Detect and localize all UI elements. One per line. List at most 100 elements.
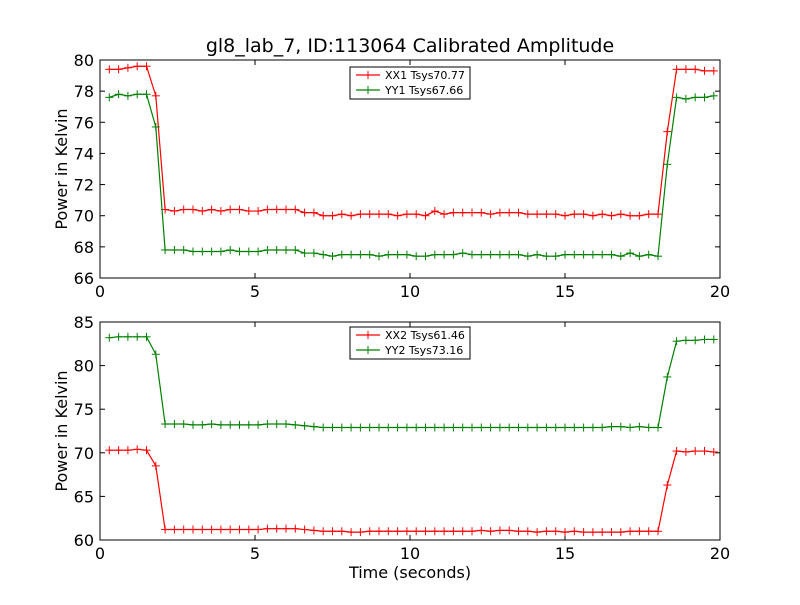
data-point [458,208,467,217]
legend-label: XX1 Tsys70.77 [385,69,465,82]
data-point [226,245,235,254]
data-point [151,461,160,470]
series-1 [105,62,718,220]
data-point [440,250,449,259]
data-point [114,65,123,74]
data-point [272,420,281,429]
legend-item-1: XX2 Tsys61.46 [356,329,465,342]
data-point [272,245,281,254]
y-tick-label: 70 [74,444,94,463]
data-point [375,210,383,219]
data-point [319,423,328,432]
data-point [244,207,253,216]
data-point [105,446,114,455]
data-point [254,207,263,216]
data-point [486,210,495,219]
data-point [709,91,718,100]
data-point [430,207,439,216]
data-point [235,247,244,256]
y-tick-label: 72 [74,176,94,195]
data-point [133,62,142,71]
data-point [216,420,225,429]
data-point [412,252,421,261]
data-point [700,66,709,75]
x-tick-label: 5 [250,544,260,563]
data-point [263,205,272,214]
data-point [328,527,337,536]
data-point [282,420,290,429]
data-point [542,423,551,432]
data-point [598,210,607,219]
legend-label: XX2 Tsys61.46 [385,329,465,342]
data-point [151,91,160,100]
data-point [282,205,290,214]
data-point [282,524,290,533]
data-point [709,66,718,75]
data-point [561,250,569,259]
data-point [226,420,235,429]
x-tick-label: 10 [400,544,420,563]
data-point [486,250,495,259]
data-point [551,527,560,536]
data-point [123,446,132,455]
data-point [133,445,142,454]
data-point [142,90,151,99]
data-point [598,250,607,259]
data-point [663,372,672,381]
data-point [681,447,690,456]
data-point [365,210,374,219]
data-point [114,332,123,341]
data-point [477,250,486,259]
x-tick-label: 0 [95,544,105,563]
x-tick-label: 15 [555,544,575,563]
y-tick-label: 66 [74,269,94,288]
data-point [626,249,635,258]
data-point [309,422,318,431]
legend-item-2: YY2 Tsys73.16 [356,344,463,357]
data-point [328,423,337,432]
data-point [207,525,216,534]
data-point [607,422,616,431]
data-point [365,423,374,432]
data-point [254,525,263,534]
data-point [421,211,430,220]
data-point [282,245,290,254]
data-point [365,250,374,259]
data-point [616,210,625,219]
data-point [300,208,309,217]
data-point [570,210,579,219]
data-point [672,337,681,346]
data-point [263,524,272,533]
data-point [579,250,588,259]
data-point [337,423,346,432]
data-point [216,247,225,256]
data-point [133,90,142,99]
data-point [495,208,504,217]
data-point [142,62,151,71]
data-point [607,528,616,537]
data-point [393,211,402,220]
data-point [533,528,542,537]
data-point [402,250,411,259]
data-point [533,423,542,432]
data-point [458,527,467,536]
data-point [356,528,365,537]
data-point [412,210,421,219]
data-point [356,250,365,259]
x-tick-label: 20 [710,282,730,301]
series-2 [105,90,718,261]
data-point [189,420,197,429]
data-point [691,336,700,345]
data-point [291,245,300,254]
data-point [672,447,681,456]
data-point [337,210,346,219]
series-1 [105,445,718,537]
data-point [384,527,393,536]
legend-box [349,66,471,100]
data-point [542,527,551,536]
data-point [523,252,532,261]
data-point [207,420,216,429]
data-point [495,526,504,535]
data-point [691,447,700,456]
data-point [495,250,504,259]
